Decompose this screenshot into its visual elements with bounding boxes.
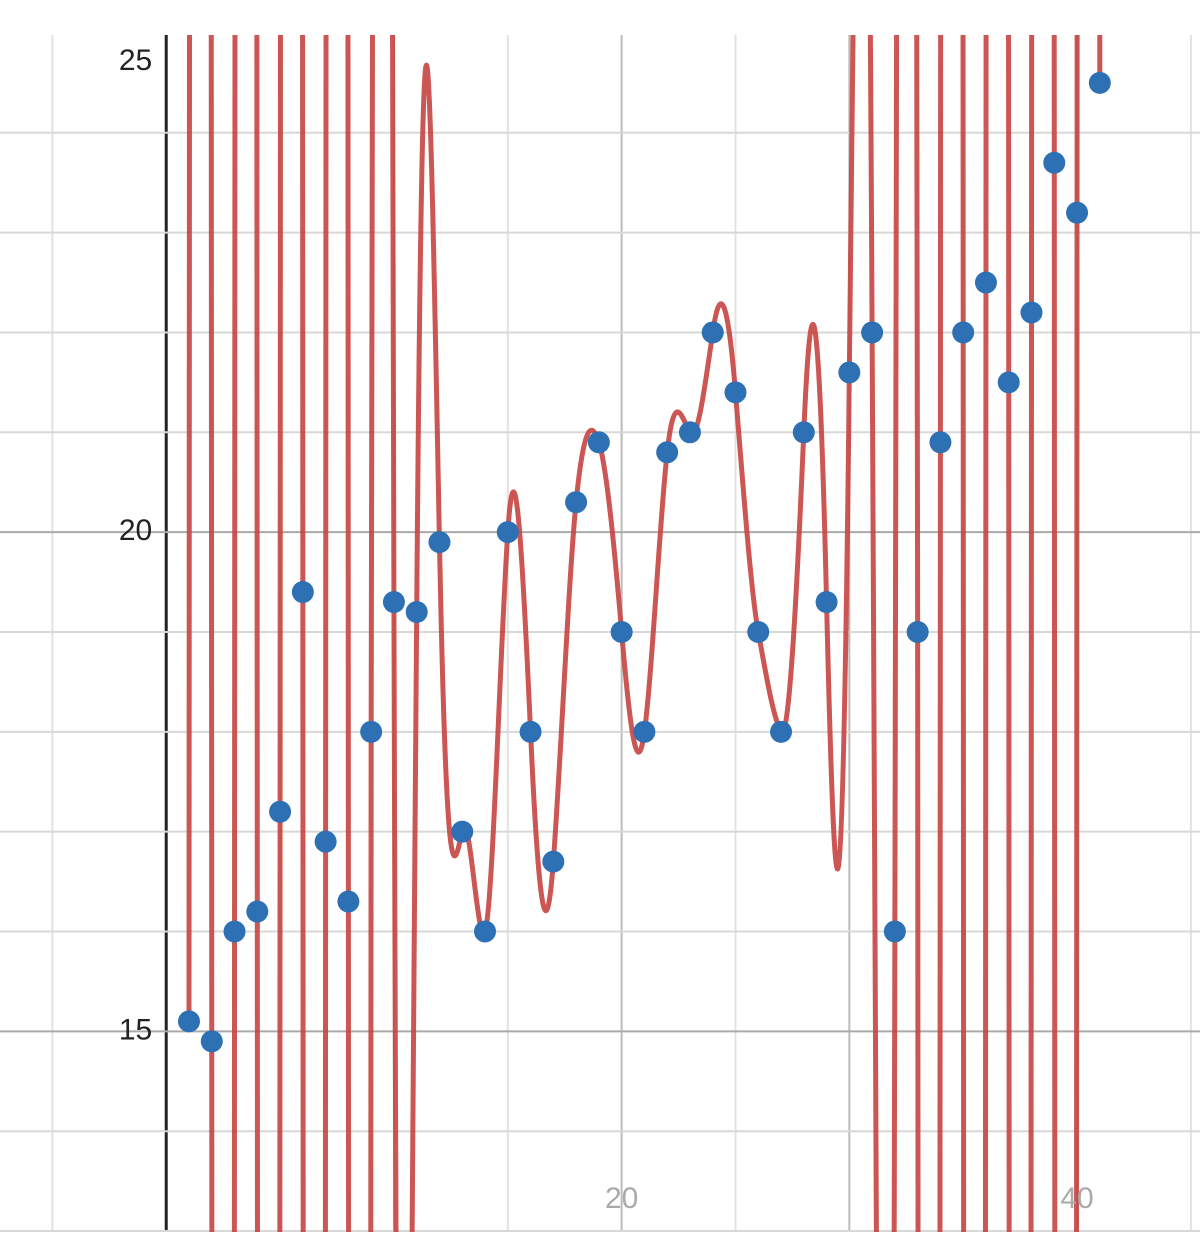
data-point [997, 371, 1020, 394]
data-point [269, 800, 292, 823]
curve-layer [186, 35, 1103, 1232]
data-point [701, 321, 724, 344]
data-point [177, 1010, 200, 1033]
data-point [428, 531, 451, 554]
points-layer [177, 71, 1111, 1053]
data-point [587, 431, 610, 454]
data-point [678, 421, 701, 444]
data-point [883, 920, 906, 943]
data-point [246, 900, 269, 923]
data-point [792, 421, 815, 444]
x-tick-label: 20 [605, 1182, 638, 1215]
data-point [952, 321, 975, 344]
data-point [1020, 301, 1043, 324]
data-point [474, 920, 497, 943]
data-point [360, 720, 383, 743]
data-point [405, 601, 428, 624]
data-point [451, 820, 474, 843]
x-tick-label: 40 [1060, 1182, 1093, 1215]
data-point [291, 581, 314, 604]
data-point [519, 720, 542, 743]
data-point [223, 920, 246, 943]
data-point [747, 620, 770, 643]
data-point [724, 381, 747, 404]
data-point [314, 830, 337, 853]
data-point [861, 321, 884, 344]
interpolation-curve [186, 35, 1103, 1232]
data-point [633, 720, 656, 743]
data-point [382, 591, 405, 614]
data-point [337, 890, 360, 913]
data-point [565, 491, 588, 514]
data-point [1043, 151, 1066, 174]
data-point [1066, 201, 1089, 224]
data-point [770, 720, 793, 743]
data-point [1088, 71, 1111, 94]
data-point [838, 361, 861, 384]
grid [0, 35, 1200, 1232]
data-point [906, 620, 929, 643]
data-point [929, 431, 952, 454]
data-point [610, 620, 633, 643]
y-tick-label: 15 [119, 1013, 152, 1046]
y-tick-label: 20 [119, 514, 152, 547]
data-point [974, 271, 997, 294]
data-point [815, 591, 838, 614]
data-point [656, 441, 679, 464]
data-point [200, 1030, 223, 1053]
y-tick-label: 25 [119, 44, 152, 77]
data-point [542, 850, 565, 873]
labels-layer: 15 20 25 20 40 [119, 44, 1094, 1215]
data-point [496, 521, 519, 544]
